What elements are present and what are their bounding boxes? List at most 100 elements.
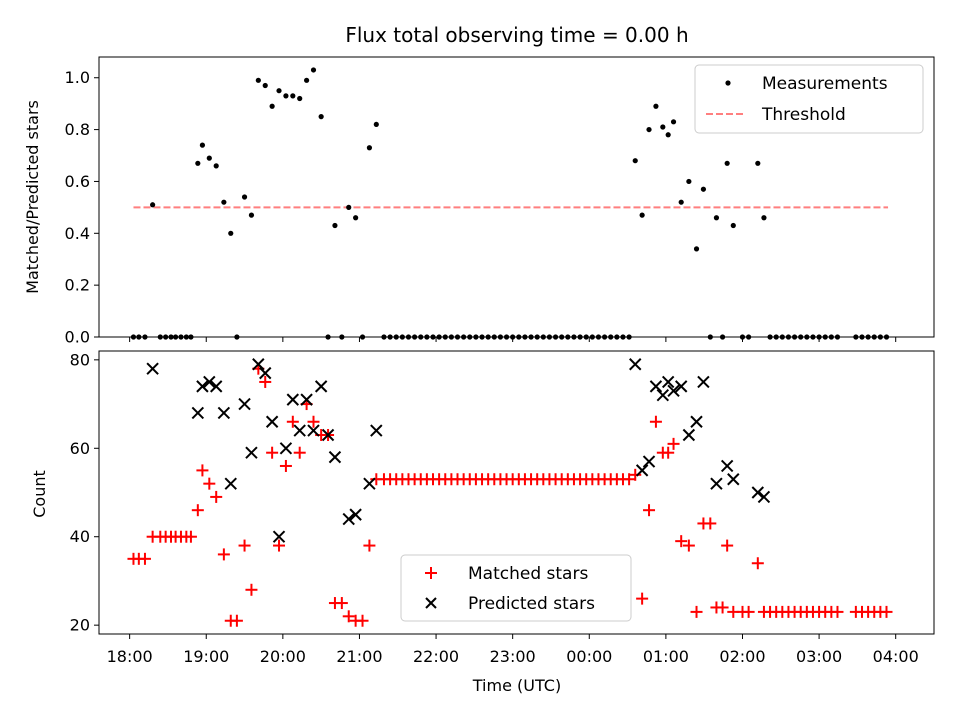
predicted-star-point [321, 428, 335, 442]
measurement-point [283, 93, 289, 99]
measurement-point [436, 334, 442, 340]
measurement-point [853, 334, 859, 340]
predicted-star-stroke-b [196, 380, 209, 393]
measurement-point [746, 334, 752, 340]
predicted-star-stroke-b [203, 375, 216, 389]
predicted-star-point [245, 446, 258, 459]
measurement-point [430, 334, 436, 340]
predicted-star-point [690, 415, 703, 428]
predicted-star-stroke-b [314, 380, 328, 393]
measurement-point [393, 334, 399, 340]
matched-star-point [880, 605, 893, 618]
predicted-star-stroke-b [751, 486, 765, 499]
top-y-tick-label: 0.4 [65, 224, 90, 243]
predicted-star-point [328, 450, 342, 464]
measurement-point [412, 334, 418, 340]
measurement-point [473, 334, 479, 340]
matched-star-point [643, 504, 656, 517]
measurement-point [248, 212, 255, 218]
predicted-star-point [674, 380, 688, 393]
predicted-star-stroke-b [690, 415, 703, 428]
measurement-point [779, 334, 785, 340]
x-tick-label: 01:00 [643, 647, 689, 666]
measurement-point [653, 103, 659, 109]
predicted-star-point [203, 375, 216, 389]
measurement-point [173, 334, 179, 340]
predicted-star-point [682, 428, 696, 442]
measurement-point [516, 334, 522, 340]
predicted-star-point [238, 397, 251, 411]
predicted-star-stroke-b [259, 366, 272, 380]
predicted-star-stroke-b [349, 508, 362, 521]
predicted-star-stroke-b [191, 406, 205, 420]
predicted-star-point [191, 406, 205, 420]
measurement-point [276, 88, 282, 94]
matched-star-point [335, 597, 348, 610]
predicted-star-point [300, 393, 313, 406]
top-y-tick-label: 0.8 [65, 120, 90, 139]
predicted-star-point [209, 380, 223, 393]
measurement-point [366, 145, 373, 151]
measurement-point [399, 334, 405, 340]
predicted-star-point [146, 362, 159, 375]
predicted-star-point [196, 380, 209, 393]
measurement-point [150, 202, 156, 208]
predicted-star-stroke-b [265, 415, 279, 428]
measurement-point [424, 334, 430, 340]
measurement-point [834, 334, 841, 340]
measurement-point [859, 334, 865, 340]
matched-star-point [293, 446, 306, 459]
predicted-star-stroke-b [635, 464, 649, 477]
predicted-star-point [307, 424, 320, 437]
predicted-star-stroke-b [757, 490, 771, 504]
matched-star-point [184, 530, 197, 543]
measurement-point [485, 334, 491, 340]
measurement-point [234, 334, 240, 340]
top-y-tick-label: 0.6 [65, 172, 90, 191]
predicted-star-stroke-b [720, 459, 734, 473]
predicted-star-stroke-b [727, 473, 740, 486]
matched-star-point [623, 473, 636, 486]
predicted-star-point [363, 477, 376, 490]
measurement-point [136, 334, 142, 340]
predicted-star-stroke-b [667, 384, 680, 398]
measurement-point [810, 334, 816, 340]
predicted-star-stroke-b [682, 428, 696, 442]
predicted-star-stroke-b [300, 393, 313, 406]
measurement-point [339, 334, 345, 340]
matched-star-point [363, 539, 376, 552]
measurement-point [528, 334, 534, 340]
measurement-point [822, 334, 828, 340]
predicted-star-stroke-b [279, 442, 293, 455]
matched-star-point [342, 610, 355, 623]
predicted-star-point [727, 473, 740, 486]
matched-star-point [266, 446, 279, 459]
predicted-star-stroke-b [642, 455, 656, 468]
top-y-tick-label: 1.0 [65, 68, 90, 87]
predicted-star-stroke-b [321, 428, 335, 442]
measurement-point [213, 163, 219, 169]
predicted-star-point [635, 464, 649, 477]
measurement-point [454, 334, 461, 340]
predicted-star-point [710, 477, 723, 490]
measurement-point [583, 334, 589, 340]
measurement-point [804, 334, 810, 340]
measurement-point [540, 334, 546, 340]
legend-matched-marker [425, 567, 437, 579]
predicted-star-stroke-b [370, 424, 383, 437]
matched-star-point [751, 557, 764, 570]
measurement-point [614, 334, 620, 340]
bottom-plot-area: 20 40 60 80 18:00 19:00 20:00 21:00 22:00 23:00 00… [70, 350, 935, 666]
matched-star-point [636, 592, 649, 605]
measurement-point [565, 334, 571, 340]
measurement-point [310, 67, 317, 73]
measurement-point [442, 334, 448, 340]
measurement-point [761, 215, 767, 221]
predicted-star-stroke-b [252, 358, 265, 371]
matched-star-point [196, 464, 209, 477]
predicted-star-stroke-b [656, 389, 670, 402]
predicted-star-stroke-b [342, 512, 355, 526]
measurement-point [665, 132, 671, 138]
matched-star-point [238, 539, 251, 552]
predicted-star-stroke-b [209, 380, 223, 393]
